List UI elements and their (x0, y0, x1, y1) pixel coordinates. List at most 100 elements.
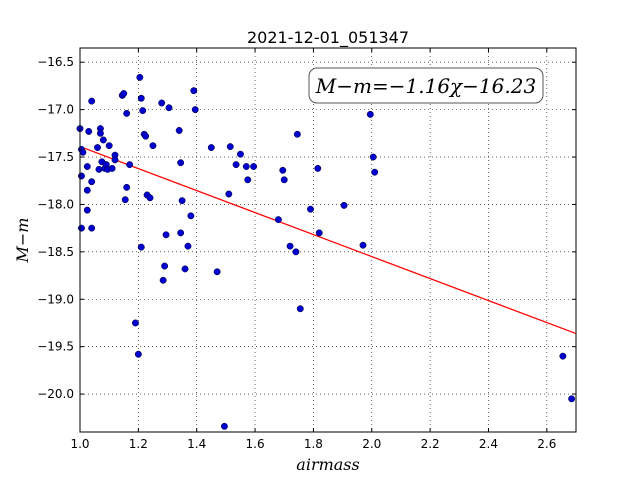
data-point (131, 319, 139, 327)
grid-lines (80, 48, 576, 432)
data-point (242, 163, 250, 170)
data-point (237, 150, 244, 158)
data-point (286, 242, 294, 250)
data-point (244, 176, 252, 184)
data-point (187, 212, 195, 220)
data-point (111, 156, 119, 164)
data-point (162, 231, 170, 239)
chart-title: 2021-12-01_051347 (247, 28, 409, 48)
data-point (307, 205, 314, 213)
data-point (181, 265, 189, 273)
data-point (105, 142, 113, 150)
data-point (149, 142, 157, 150)
data-point (95, 165, 103, 173)
data-point (314, 164, 322, 172)
data-point (207, 144, 215, 152)
data-point (134, 350, 142, 358)
data-point (366, 110, 374, 118)
data-point (123, 109, 131, 117)
data-point (108, 164, 116, 172)
x-tick-label: 1.8 (304, 437, 323, 451)
y-axis-label: M−m (13, 218, 32, 264)
x-tick-label: 2.2 (421, 437, 440, 451)
data-point (213, 268, 221, 276)
plot-frame (79, 47, 577, 433)
data-point (568, 395, 576, 403)
data-point (120, 90, 128, 97)
data-point (177, 159, 185, 167)
y-tick-label: −19.0 (37, 292, 74, 306)
data-point (226, 143, 234, 151)
data-point (158, 99, 166, 107)
data-point (232, 161, 240, 169)
data-point (250, 163, 258, 170)
data-point (220, 422, 228, 430)
x-tick-label: 2.0 (362, 437, 381, 451)
data-point (177, 229, 185, 237)
data-point (78, 172, 85, 180)
data-point (296, 305, 304, 313)
data-point (293, 130, 301, 138)
y-tick-label: −19.5 (37, 340, 74, 354)
x-tick-label: 1.4 (187, 437, 206, 451)
data-point (225, 190, 233, 198)
data-point (88, 224, 96, 232)
data-point (121, 196, 129, 204)
annotation-frame (308, 67, 544, 104)
data-point (85, 127, 93, 135)
x-tick-label: 2.4 (479, 437, 498, 451)
data-point (83, 163, 91, 170)
data-point (184, 242, 192, 250)
data-point (96, 129, 104, 137)
data-point (190, 87, 198, 95)
data-point (136, 73, 144, 81)
data-point (142, 132, 150, 140)
x-axis-label: airmass (296, 455, 359, 474)
data-point (340, 201, 348, 209)
data-point (137, 94, 145, 102)
data-point (83, 206, 91, 214)
data-point (123, 183, 131, 191)
fit-equation-text: M−m=−1.16χ−16.23 (315, 74, 536, 98)
y-tick-label: −20.0 (37, 387, 74, 401)
fit-equation-annotation: M−m=−1.16χ−16.23 (308, 67, 544, 104)
data-point (165, 104, 173, 112)
data-point (369, 153, 377, 161)
x-tick-label: 1.2 (129, 437, 148, 451)
y-tick-label: −17.5 (37, 150, 74, 164)
data-point (280, 176, 288, 184)
data-point (88, 97, 96, 105)
y-tick-label: −18.0 (37, 197, 74, 211)
y-tick-label: −17.0 (37, 103, 74, 117)
axis-ticks: 1.0 1.2 1.4 1.6 1.8 2.0 2.2 2.4 2.6 −16.5 −17.0 −17… (37, 48, 576, 451)
data-point (178, 197, 186, 205)
x-tick-label: 1.6 (246, 437, 265, 451)
plot-area (76, 73, 577, 430)
x-tick-label: 2.6 (537, 437, 556, 451)
data-point (139, 107, 147, 115)
data-point (161, 262, 169, 270)
data-point (274, 216, 282, 224)
data-point (126, 161, 134, 169)
y-tick-label: −18.5 (37, 245, 74, 259)
data-point (83, 186, 91, 194)
data-point (159, 276, 167, 284)
data-point (371, 168, 379, 176)
data-point (88, 178, 96, 186)
data-point (137, 243, 145, 251)
data-point (559, 352, 567, 360)
data-point (146, 194, 154, 202)
fit-line (79, 146, 577, 335)
data-point (79, 148, 87, 156)
data-point (292, 248, 300, 256)
x-tick-label: 1.0 (70, 437, 89, 451)
data-point (315, 229, 323, 237)
data-point (78, 224, 85, 232)
data-point (279, 166, 287, 174)
data-point (191, 106, 199, 114)
y-tick-label: −16.5 (37, 55, 74, 69)
data-point (94, 144, 101, 152)
data-point (99, 136, 107, 144)
data-point (175, 127, 183, 134)
